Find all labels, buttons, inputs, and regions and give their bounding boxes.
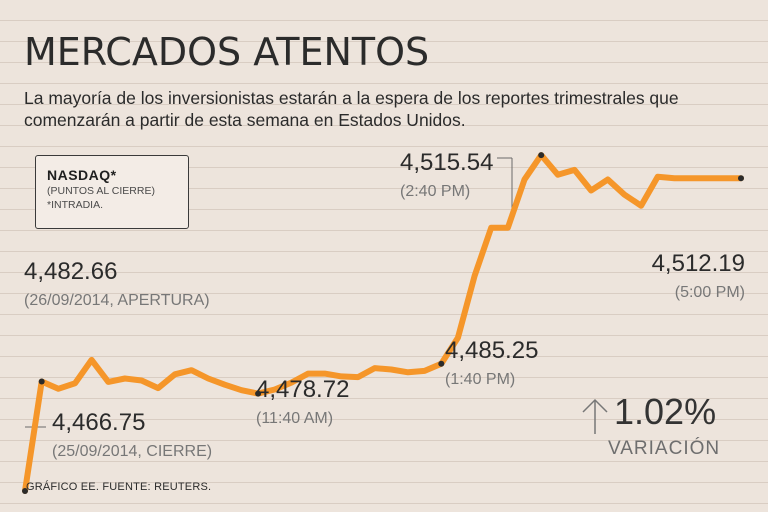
data-time-label: (1:40 PM) <box>445 371 515 388</box>
data-value-label: 4,512.19 <box>652 250 745 277</box>
variation-label: VARIACIÓN <box>608 438 721 459</box>
data-value-label: 4,515.54 <box>400 149 493 176</box>
data-time-label: (2:40 PM) <box>400 183 470 200</box>
data-time-label: (26/09/2014, APERTURA) <box>24 292 210 309</box>
page-title: MERCADOS ATENTOS <box>24 30 430 74</box>
data-point-marker <box>538 152 545 159</box>
data-time-label: (11:40 AM) <box>256 410 333 427</box>
data-value-label: 4,478.72 <box>256 376 349 403</box>
data-time-label: (5:00 PM) <box>675 284 745 301</box>
data-value-label: 4,482.66 <box>24 258 117 285</box>
data-value-label: 4,466.75 <box>52 409 145 436</box>
legend-box: NASDAQ* (PUNTOS AL CIERRE) *INTRADIA. <box>35 155 189 229</box>
data-value-label: 4,485.25 <box>445 337 538 364</box>
source-note: GRÁFICO EE. FUENTE: REUTERS. <box>26 481 212 493</box>
legend-note: *INTRADIA. <box>47 199 104 211</box>
data-point-marker <box>38 378 45 385</box>
data-point-marker <box>22 488 28 494</box>
data-point-marker <box>438 360 445 367</box>
series-line <box>22 152 744 494</box>
data-time-label: (25/09/2014, CIERRE) <box>52 443 212 460</box>
data-point-marker <box>738 175 744 182</box>
legend-title: NASDAQ* <box>47 167 117 183</box>
data-point-marker <box>255 390 262 397</box>
subtitle: La mayoría de los inversionistas estarán… <box>24 88 679 130</box>
variation-value: 1.02% <box>614 391 717 432</box>
up-arrow-icon <box>582 398 608 434</box>
legend-unit: (PUNTOS AL CIERRE) <box>47 185 155 197</box>
